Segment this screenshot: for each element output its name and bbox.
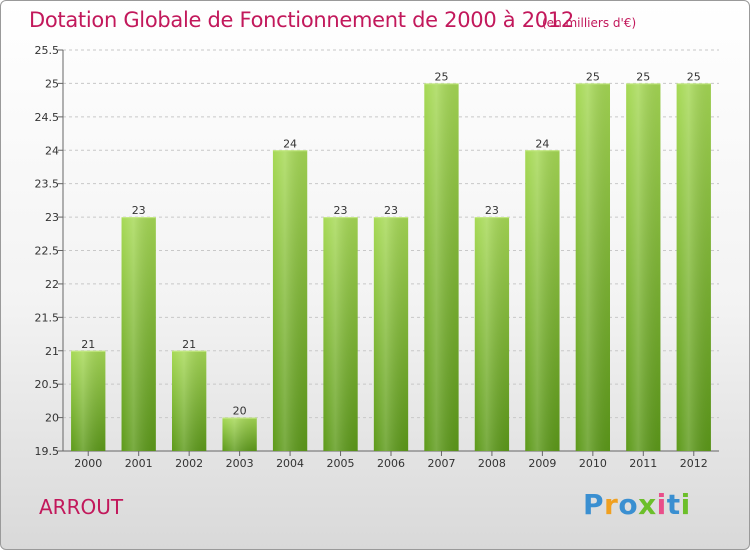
y-tick-labels: 19.5 20 20.5 21 21.5 22 22.5 23 23.5 24 24.5 25 25.5 [35, 44, 60, 458]
y-tick-label: 25 [45, 77, 59, 90]
data-label-2011: 25 [636, 70, 650, 83]
data-label-2001: 23 [132, 204, 146, 217]
y-tick-label: 19.5 [35, 445, 60, 458]
x-tick-label-2008: 2008 [478, 457, 506, 470]
data-label-2004: 24 [283, 137, 297, 150]
bar-shine-2004 [272, 150, 308, 451]
x-tick-label-2010: 2010 [579, 457, 607, 470]
bar-shine-2006 [373, 217, 409, 451]
x-tick-label-2000: 2000 [74, 457, 102, 470]
bar-shine-2010 [575, 83, 611, 452]
y-tick-label: 22.5 [35, 245, 60, 258]
x-tick-label-2012: 2012 [680, 457, 708, 470]
x-tick-label-2003: 2003 [226, 457, 254, 470]
y-tick-label: 22 [45, 278, 59, 291]
x-tick-label-2002: 2002 [175, 457, 203, 470]
data-label-2010: 25 [586, 70, 600, 83]
data-label-2005: 23 [334, 204, 348, 217]
bar-shine-2003 [222, 417, 257, 451]
data-label-2009: 24 [535, 137, 549, 150]
bar-shine-2002 [171, 350, 207, 451]
y-tick-label: 20.5 [35, 378, 60, 391]
x-tick-label-2011: 2011 [629, 457, 657, 470]
y-tick-label: 24.5 [35, 111, 60, 124]
x-tick-label-2001: 2001 [125, 457, 153, 470]
data-label-2008: 23 [485, 204, 499, 217]
data-label-2006: 23 [384, 204, 398, 217]
y-tick-label: 20 [45, 412, 59, 425]
y-tick-label: 23.5 [35, 178, 60, 191]
x-tick-label-2009: 2009 [528, 457, 556, 470]
bar-shine-2009 [525, 150, 560, 451]
bar-shine-2001 [121, 217, 156, 451]
data-label-2012: 25 [687, 70, 701, 83]
x-tick-label-2007: 2007 [427, 457, 455, 470]
bars [71, 83, 711, 452]
x-tick-label-2006: 2006 [377, 457, 405, 470]
data-label-2007: 25 [434, 70, 448, 83]
chart-subtitle: (en milliers d'€) [542, 16, 637, 30]
y-tick-label: 24 [45, 144, 59, 157]
bar-shine-2011 [626, 83, 661, 452]
data-label-2000: 21 [81, 338, 95, 351]
x-tick-label-2004: 2004 [276, 457, 304, 470]
bar-shine-2005 [323, 217, 358, 451]
data-label-2003: 20 [233, 405, 247, 418]
data-label-2002: 21 [182, 338, 196, 351]
commune-name: ARROUT [39, 495, 124, 519]
bar-shine-2008 [474, 217, 510, 451]
data-labels: 21 23 21 20 24 23 23 25 23 24 25 25 25 [81, 70, 701, 417]
bar-shine-2007 [424, 83, 459, 452]
bar-shine-2000 [71, 350, 106, 451]
y-tick-label: 25.5 [35, 44, 60, 57]
y-tick-label: 21.5 [35, 311, 60, 324]
chart-title: Dotation Globale de Fonctionnement de 20… [29, 8, 574, 32]
y-tick-label: 21 [45, 345, 59, 358]
x-tick-labels: 2000 2001 2002 2003 2004 2005 2006 2007 2008 2009… [74, 457, 708, 470]
y-tick-label: 23 [45, 211, 59, 224]
bar-shine-2012 [676, 83, 711, 452]
x-tick-label-2005: 2005 [327, 457, 355, 470]
proxiti-logo: Proxiti [583, 488, 691, 521]
